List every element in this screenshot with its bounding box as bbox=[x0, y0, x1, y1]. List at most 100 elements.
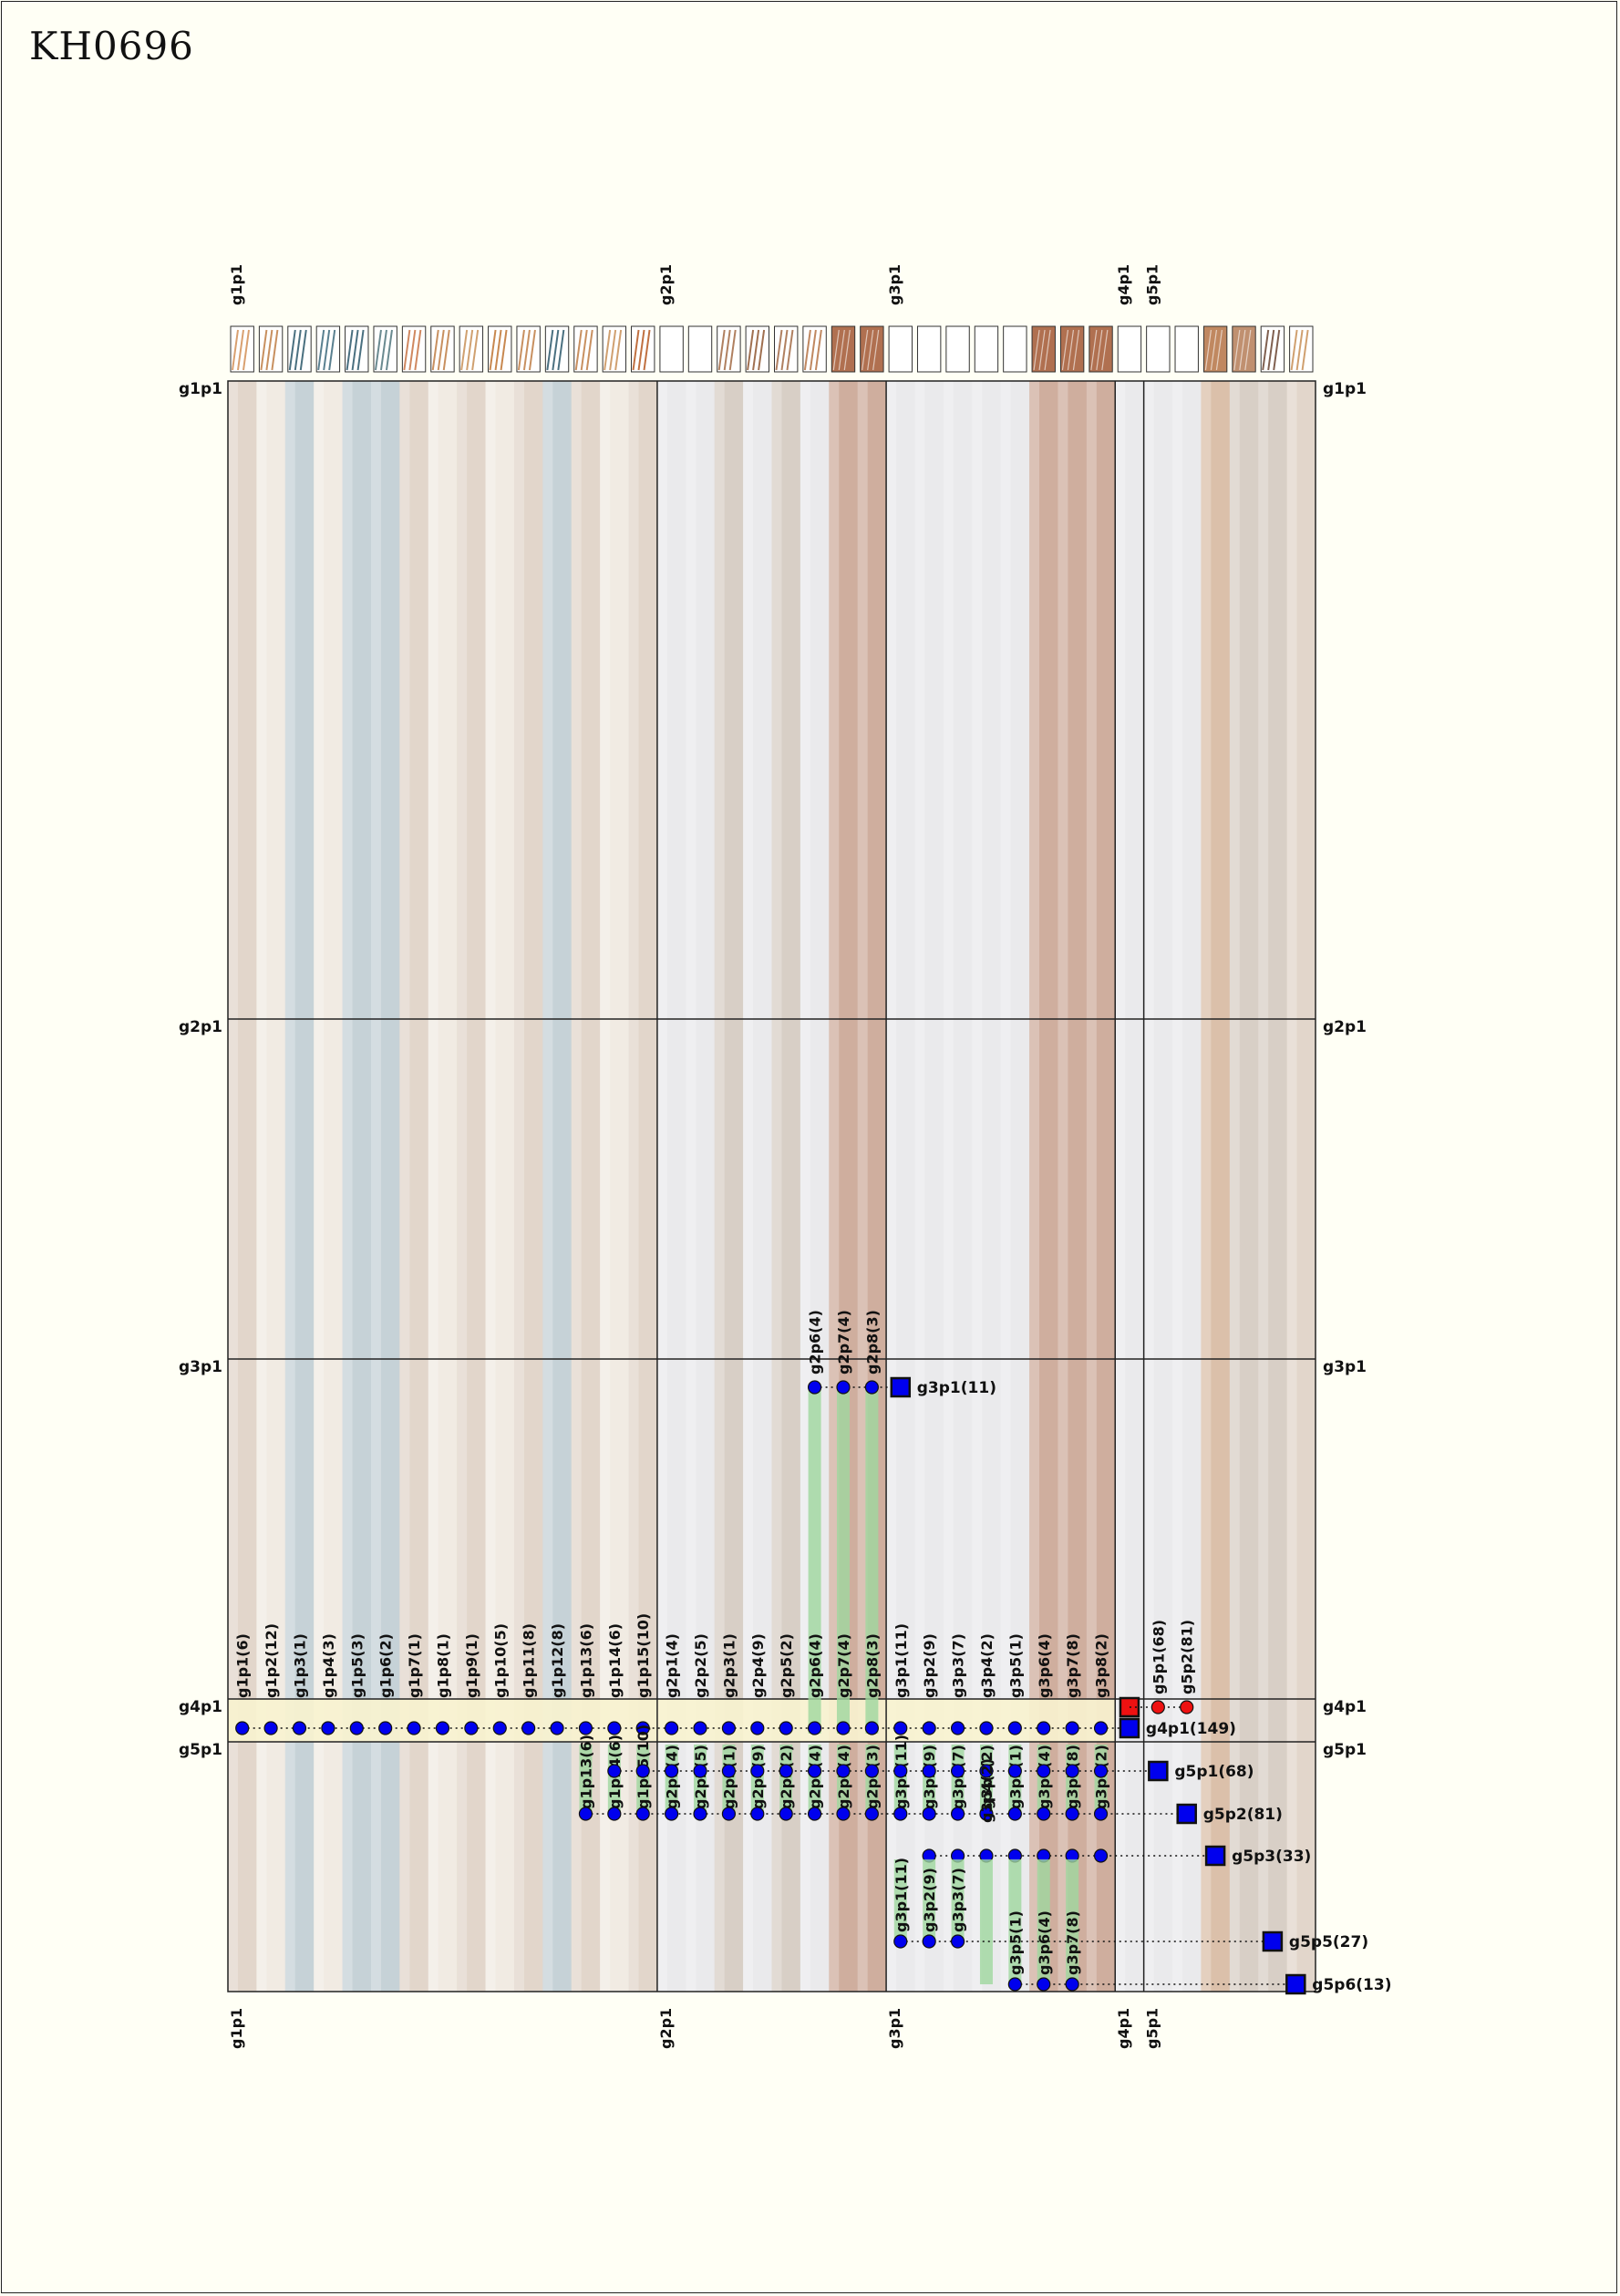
group-label-top: g5p1 bbox=[1144, 264, 1161, 305]
swatch-hatch bbox=[1124, 329, 1132, 371]
haplotype-node bbox=[922, 1764, 936, 1778]
column-stripe bbox=[1201, 381, 1212, 1992]
green-bar bbox=[1066, 1859, 1079, 1984]
swatch-hatch bbox=[403, 329, 411, 371]
group-box-label: g5p6(13) bbox=[1312, 1976, 1391, 1994]
grid-border bbox=[227, 380, 1316, 1992]
haplotype-node bbox=[607, 1807, 622, 1821]
column-swatch bbox=[831, 325, 856, 373]
group-box-label: g5p2(81) bbox=[1203, 1806, 1283, 1824]
swatch-hatch bbox=[431, 329, 439, 371]
swatch-hatch bbox=[752, 329, 760, 371]
column-band bbox=[1201, 381, 1231, 1992]
column-stripe bbox=[1258, 381, 1269, 1992]
green-bar bbox=[636, 1745, 650, 1814]
swatch-hatch bbox=[786, 329, 794, 371]
swatch-hatch bbox=[728, 329, 737, 371]
green-bar bbox=[1094, 1745, 1108, 1814]
column-swatch bbox=[1232, 325, 1256, 373]
row-label-left: g5p1 bbox=[179, 1741, 222, 1759]
column-swatch bbox=[1031, 325, 1056, 373]
green-bar bbox=[893, 1745, 907, 1814]
node-label: g1p15(10) bbox=[635, 1613, 652, 1698]
node-label: g2p7(4) bbox=[835, 1633, 852, 1698]
swatch-hatch bbox=[957, 329, 965, 371]
green-bar bbox=[750, 1745, 764, 1814]
swatch-hatch bbox=[758, 329, 766, 371]
column-stripe bbox=[1286, 381, 1297, 1992]
swatch-hatch bbox=[260, 329, 268, 371]
haplotype-node bbox=[1037, 1807, 1051, 1821]
haplotype-node bbox=[607, 1721, 622, 1735]
swatch-hatch bbox=[1009, 329, 1017, 371]
swatch-hatch bbox=[585, 329, 593, 371]
column-stripe bbox=[342, 381, 353, 1992]
haplotype-node bbox=[635, 1764, 650, 1778]
swatch-hatch bbox=[1158, 329, 1166, 371]
swatch-hatch bbox=[843, 329, 851, 371]
swatch-hatch bbox=[1239, 329, 1246, 371]
swatch-hatch bbox=[351, 329, 359, 371]
swatch-hatch bbox=[232, 329, 239, 371]
row-label-left: g2p1 bbox=[179, 1018, 222, 1036]
haplotype-node bbox=[665, 1721, 679, 1735]
node-label: g1p3(1) bbox=[291, 1633, 308, 1698]
node-label: g1p7(1) bbox=[406, 1633, 423, 1698]
group-box bbox=[1262, 1930, 1284, 1952]
group-label-top: g1p1 bbox=[228, 264, 245, 305]
swatch-hatch bbox=[374, 329, 382, 371]
green-bar bbox=[865, 1745, 879, 1814]
swatch-hatch bbox=[890, 329, 898, 371]
swatch-hatch bbox=[660, 329, 668, 371]
swatch-hatch bbox=[637, 329, 645, 371]
swatch-hatch bbox=[1015, 329, 1023, 371]
swatch-hatch bbox=[1096, 329, 1103, 371]
haplotype-node bbox=[464, 1721, 479, 1735]
swatch-hatch bbox=[1152, 329, 1161, 371]
haplotype-node bbox=[521, 1721, 536, 1735]
node-label: g2p2(5) bbox=[692, 1633, 709, 1698]
node-label: g2p4(9) bbox=[749, 1633, 767, 1698]
haplotype-node bbox=[1065, 1721, 1079, 1735]
column-stripe bbox=[399, 381, 410, 1992]
haplotype-node bbox=[1037, 1721, 1051, 1735]
swatch-hatch bbox=[528, 329, 536, 371]
swatch-hatch bbox=[986, 329, 995, 371]
column-band bbox=[1172, 381, 1202, 1992]
node-label: g2p6(4) bbox=[807, 1633, 824, 1698]
haplotype-node bbox=[979, 1764, 994, 1778]
haplotype-node bbox=[922, 1721, 936, 1735]
haplotype-node bbox=[578, 1807, 593, 1821]
haplotype-node bbox=[807, 1764, 822, 1778]
node-label: g3p6(4) bbox=[1036, 1633, 1053, 1698]
green-bar bbox=[607, 1745, 621, 1814]
haplotype-node bbox=[1093, 1848, 1109, 1863]
swatch-hatch bbox=[609, 329, 617, 371]
swatch-hatch bbox=[265, 329, 273, 371]
swatch-hatch bbox=[632, 329, 640, 371]
haplotype-node bbox=[893, 1721, 908, 1735]
haplotype-node bbox=[836, 1764, 851, 1778]
swatch-hatch bbox=[494, 329, 502, 371]
swatch-hatch bbox=[385, 329, 393, 371]
haplotype-node bbox=[893, 1764, 908, 1778]
swatch-hatch bbox=[408, 329, 417, 371]
column-stripe bbox=[1229, 381, 1240, 1992]
haplotype-node bbox=[578, 1721, 593, 1735]
haplotype-node bbox=[1093, 1721, 1109, 1735]
node-label: g3p3(7) bbox=[950, 1868, 967, 1932]
haplotype-node bbox=[950, 1934, 965, 1949]
swatch-hatch bbox=[1187, 329, 1195, 371]
column-stripe bbox=[1058, 381, 1068, 1992]
row-label-right: g3p1 bbox=[1323, 1358, 1367, 1376]
node-label: g3p7(8) bbox=[1064, 1910, 1081, 1975]
green-bar bbox=[865, 1387, 879, 1734]
swatch-hatch bbox=[689, 329, 697, 371]
column-stripe bbox=[914, 381, 925, 1992]
group-label-bottom: g1p1 bbox=[228, 2008, 245, 2049]
haplotype-node bbox=[721, 1721, 737, 1735]
swatch-hatch bbox=[1215, 329, 1223, 371]
haplotype-node bbox=[1007, 1721, 1022, 1735]
